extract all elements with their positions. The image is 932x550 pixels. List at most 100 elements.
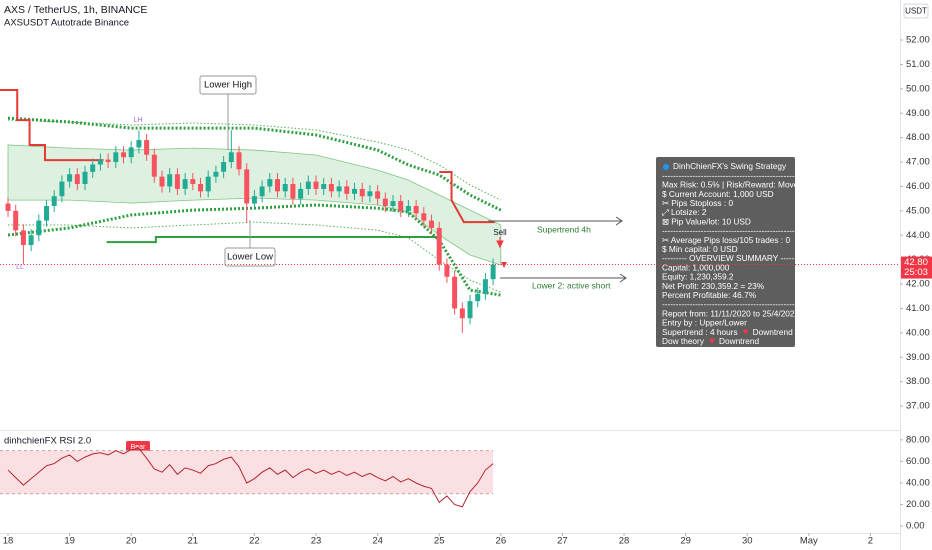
candle-body bbox=[128, 147, 134, 158]
x-tick-label: 29 bbox=[680, 536, 691, 547]
candle-body bbox=[74, 174, 80, 185]
rsi-line bbox=[7, 447, 494, 508]
candle-body bbox=[382, 198, 388, 206]
candle-body bbox=[482, 279, 488, 294]
y-tick-label: 60.00 bbox=[906, 456, 930, 467]
candle-body bbox=[36, 220, 42, 236]
y-tick-label: 48.00 bbox=[906, 132, 930, 143]
x-tick-label: 26 bbox=[496, 536, 507, 547]
x-tick-label: 25 bbox=[434, 536, 445, 547]
candle-body bbox=[390, 201, 396, 206]
candle-body bbox=[167, 174, 173, 187]
indicator-line bbox=[0, 89, 495, 224]
candle-body bbox=[113, 152, 119, 163]
candle-body bbox=[244, 169, 250, 204]
ll-label: LL bbox=[16, 264, 24, 271]
y-tick-label: 37.00 bbox=[906, 401, 930, 412]
y-tick-label: 80.00 bbox=[906, 434, 930, 445]
info-line: Net Profit: 230,359.2 = 23% bbox=[662, 281, 765, 291]
x-tick-label: May bbox=[800, 536, 818, 547]
chart-subtitle: AXSUSDT Autotrade Binance bbox=[4, 18, 129, 29]
y-tick-label: 0.00 bbox=[906, 521, 925, 532]
candle-body bbox=[321, 184, 327, 189]
band-area bbox=[7, 144, 502, 266]
candle-body bbox=[282, 184, 288, 192]
info-status: Downtrend bbox=[753, 327, 794, 337]
x-tick-label: 21 bbox=[188, 536, 199, 547]
candle-body bbox=[5, 203, 11, 211]
bear-label: Bear bbox=[131, 444, 146, 451]
candle-body bbox=[421, 213, 427, 221]
candle-body bbox=[51, 196, 57, 206]
candle-body bbox=[359, 188, 365, 197]
info-line: ✂ Pips Stoploss : 0 bbox=[662, 198, 733, 208]
unit-label[interactable]: USDT bbox=[905, 7, 927, 16]
x-tick-label: 23 bbox=[311, 536, 322, 547]
info-line: DinhChienFX's Swing Strategy bbox=[673, 161, 787, 171]
candle-body bbox=[344, 186, 350, 194]
info-line: Equity: 1,230,359.2 bbox=[662, 272, 734, 282]
chart-title: AXS / TetherUS, 1h, BINANCE bbox=[4, 4, 147, 16]
x-tick-label: 27 bbox=[557, 536, 568, 547]
candle-body bbox=[190, 179, 196, 185]
candle-body bbox=[467, 301, 473, 319]
info-line: $ Current Account: 1,000 USD bbox=[662, 189, 774, 199]
candle-body bbox=[475, 293, 481, 302]
x-tick-label: 22 bbox=[249, 536, 260, 547]
info-box: DinhChienFX's Swing Strategy------------… bbox=[656, 157, 818, 347]
indicator-line bbox=[106, 235, 440, 244]
info-line: ----------------------------------------… bbox=[662, 170, 795, 180]
candle-body bbox=[429, 220, 435, 228]
x-tick-label: 28 bbox=[619, 536, 630, 547]
info-line: --------- OVERVIEW SUMMARY --------- bbox=[662, 253, 806, 263]
arrow-head bbox=[615, 216, 623, 226]
candle-body bbox=[290, 184, 296, 199]
info-line: Capital: 1,000,000 bbox=[662, 262, 730, 272]
x-tick-label: 2 bbox=[868, 536, 873, 547]
candle-body bbox=[159, 176, 165, 187]
candle-body bbox=[182, 179, 188, 189]
candle-body bbox=[336, 186, 342, 192]
candle-body bbox=[90, 164, 96, 172]
status-icon bbox=[708, 338, 715, 344]
candle-body bbox=[452, 276, 458, 309]
candle-body bbox=[213, 171, 219, 177]
y-tick-label: 50.00 bbox=[906, 83, 930, 94]
y-tick-label: 20.00 bbox=[906, 499, 930, 510]
candle-body bbox=[59, 181, 65, 197]
candle-body bbox=[267, 179, 273, 187]
candle-body bbox=[67, 174, 73, 182]
info-line: Max Risk: 0.5% | Risk/Reward: Move Stop bbox=[662, 180, 818, 190]
y-tick-label: 47.00 bbox=[906, 157, 930, 168]
indicator-line bbox=[7, 203, 502, 297]
candle-body bbox=[144, 140, 150, 155]
candle-body bbox=[205, 176, 211, 192]
countdown: 25:03 bbox=[904, 267, 928, 278]
y-tick-label: 40.00 bbox=[906, 327, 930, 338]
candle-body bbox=[82, 171, 88, 185]
candle-body bbox=[20, 230, 26, 246]
candle-body bbox=[97, 159, 103, 165]
y-tick-label: 41.00 bbox=[906, 303, 930, 314]
info-line: ⤢ Lotsize: 2 bbox=[661, 207, 707, 217]
candle-body bbox=[105, 159, 111, 163]
info-line: Dow theory bbox=[662, 336, 705, 346]
candle-body bbox=[305, 181, 311, 189]
candle-body bbox=[275, 179, 281, 192]
callout-box bbox=[224, 247, 276, 267]
candle-body bbox=[228, 152, 234, 163]
candle-body bbox=[413, 205, 419, 214]
y-tick-label: 51.00 bbox=[906, 59, 930, 70]
candle-body bbox=[259, 186, 265, 197]
y-tick-label: 38.00 bbox=[906, 376, 930, 387]
price-tag-bg bbox=[901, 256, 932, 279]
info-line: Supertrend : 4 hours bbox=[662, 327, 738, 337]
info-status: Downtrend bbox=[719, 336, 760, 346]
price-tag-label: 42.80 bbox=[904, 257, 928, 268]
candle-body bbox=[121, 152, 127, 158]
candle-body bbox=[436, 227, 442, 265]
candle-body bbox=[328, 184, 334, 192]
unit-box[interactable] bbox=[903, 3, 929, 19]
y-tick-label: 39.00 bbox=[906, 352, 930, 363]
